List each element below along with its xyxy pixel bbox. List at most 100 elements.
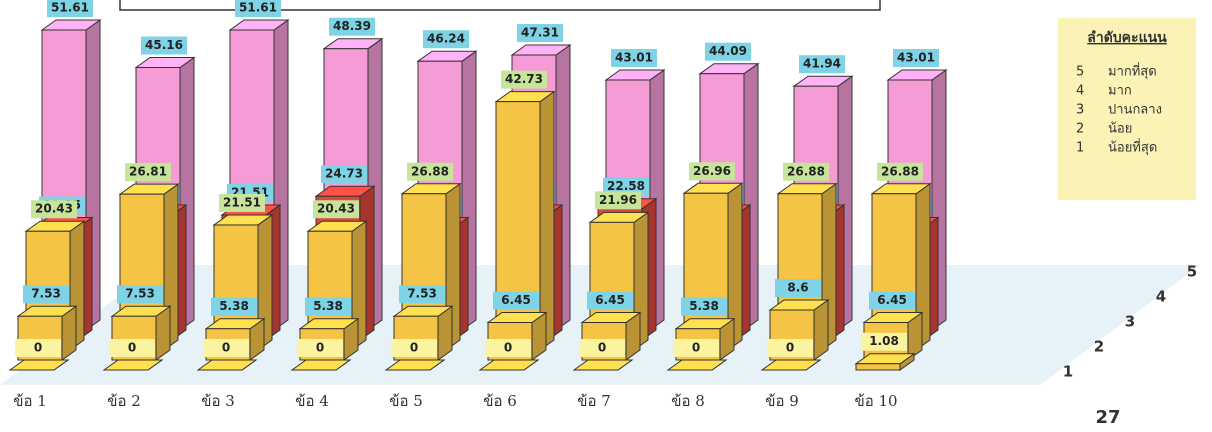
value-label: 21.51 [223, 195, 261, 209]
x-tick-label: ข้อ 3 [201, 392, 235, 410]
value-label: 0 [410, 341, 418, 355]
bar-side [539, 90, 555, 351]
x-tick-label: ข้อ 9 [765, 392, 799, 410]
value-label: 0 [786, 341, 794, 355]
depth-label: 2 [1094, 338, 1104, 356]
value-label: 1.08 [869, 334, 899, 348]
value-label-box [47, 0, 93, 17]
value-label-box [321, 165, 367, 184]
legend-label: มากที่สุด [1108, 63, 1157, 80]
value-label: 26.88 [411, 164, 449, 178]
value-label: 0 [222, 341, 230, 355]
value-label-box [877, 162, 923, 181]
value-label: 7.53 [125, 287, 155, 301]
value-label: 0 [34, 341, 42, 355]
depth-label: 3 [1125, 313, 1135, 331]
value-label-box [203, 339, 249, 357]
value-label-box [689, 162, 735, 181]
value-label: 26.88 [787, 164, 825, 178]
value-label-box [15, 339, 61, 357]
value-label: 6.45 [595, 293, 625, 307]
value-label: 51.61 [239, 1, 277, 15]
value-label-box [767, 339, 813, 357]
value-label: 5.38 [313, 299, 343, 313]
x-tick-label: ข้อ 2 [107, 392, 141, 410]
legend-level: 5 [1076, 65, 1084, 80]
bar-top [196, 359, 258, 371]
value-label-box [705, 42, 751, 61]
value-label: 8.6 [787, 281, 808, 295]
value-label: 26.96 [693, 164, 731, 178]
legend-label: น้อยที่สุด [1108, 139, 1157, 156]
value-label-box [587, 291, 633, 310]
value-label-box [141, 36, 187, 55]
bar-top [572, 359, 634, 371]
value-label: 21.96 [599, 193, 637, 207]
value-label-box [517, 23, 563, 42]
value-label: 7.53 [31, 287, 61, 301]
value-label-box [673, 339, 719, 357]
legend-level: 1 [1076, 141, 1084, 156]
value-label: 7.53 [407, 287, 437, 301]
depth-label: 1 [1063, 363, 1073, 381]
value-label-box [783, 162, 829, 181]
value-label-box [117, 285, 163, 304]
legend-box [1058, 18, 1196, 200]
value-label-box [399, 285, 445, 304]
value-label: 43.01 [897, 50, 935, 64]
bar-top [760, 359, 822, 371]
value-label-box [579, 339, 625, 357]
value-label-box [893, 48, 939, 67]
legend: 5 มากที่สุด 4 มาก 3 ปานกลาง 2 น้อย 1 น้อยที่สุด [1076, 63, 1162, 156]
value-label-box [391, 339, 437, 357]
value-label: 6.45 [501, 293, 531, 307]
depth-label: 4 [1156, 288, 1166, 306]
value-label-box [595, 191, 641, 210]
value-label-box [109, 339, 155, 357]
value-label-box [485, 339, 531, 357]
value-label: 51.61 [51, 1, 89, 15]
depth-label: 5 [1187, 263, 1197, 281]
value-label-box [23, 285, 69, 304]
legend-level: 4 [1076, 84, 1084, 99]
value-label-box [305, 297, 351, 316]
value-label-box [297, 339, 343, 357]
value-label: 5.38 [219, 299, 249, 313]
legend-label: มาก [1108, 84, 1132, 99]
value-label: 26.81 [129, 165, 167, 179]
value-label: 46.24 [427, 32, 465, 46]
value-label-box [31, 200, 77, 219]
legend-label: น้อย [1108, 122, 1132, 137]
bar-top [8, 359, 70, 371]
value-label-box [603, 177, 649, 196]
value-label-box [407, 162, 453, 181]
value-label-box [861, 332, 907, 351]
bar-top [290, 359, 352, 371]
value-label: 47.31 [521, 25, 559, 39]
bar-top [666, 359, 728, 371]
x-tick-label: ข้อ 10 [854, 392, 897, 410]
value-label: 20.43 [317, 202, 355, 216]
x-tick-label: ข้อ 7 [577, 392, 611, 410]
bar-top [478, 359, 540, 371]
value-label-box [493, 291, 539, 310]
x-tick-label: ข้อ 4 [295, 392, 329, 410]
value-label-box [681, 297, 727, 316]
x-tick-label: ข้อ 8 [671, 392, 705, 410]
value-label: 0 [316, 341, 324, 355]
value-label-box [775, 279, 821, 298]
value-label: 5.38 [689, 299, 719, 313]
value-label-box [799, 55, 845, 74]
value-label: 0 [504, 341, 512, 355]
value-label: 20.43 [35, 202, 73, 216]
value-label-box [313, 200, 359, 219]
value-label: 45.16 [145, 38, 183, 52]
value-label: 6.45 [877, 293, 907, 307]
legend-label: ปานกลาง [1108, 103, 1162, 118]
value-label: 26.88 [881, 164, 919, 178]
bar-top [384, 359, 446, 371]
value-label: 43.01 [615, 50, 653, 64]
title-box [119, 0, 881, 11]
value-label-box [869, 291, 915, 310]
